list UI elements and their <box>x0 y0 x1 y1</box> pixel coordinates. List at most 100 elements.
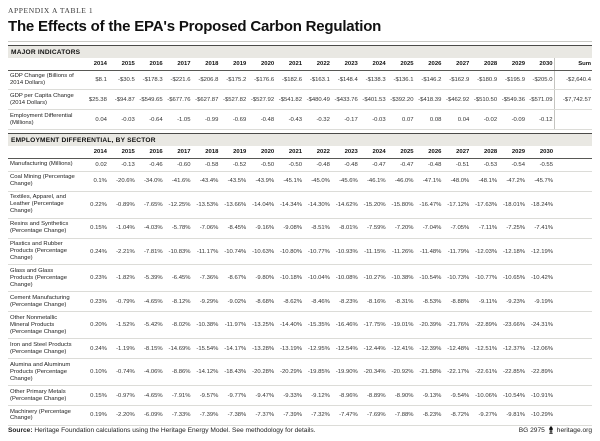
data-cell: -0.48 <box>414 158 443 172</box>
major-indicators-table: 2014 2015 2016 2017 2018 2019 2020 2021 2022 2023… <box>8 57 592 131</box>
data-cell: -45.6% <box>330 171 359 192</box>
data-cell: -8.96% <box>330 385 359 406</box>
year-header: 2015 <box>107 145 136 159</box>
data-cell: -9.19% <box>526 291 554 313</box>
data-cell: -$677.76 <box>163 89 192 111</box>
data-cell: -0.55 <box>526 158 554 172</box>
data-cell: -9.77% <box>219 385 248 406</box>
data-cell: -8.23% <box>330 291 359 313</box>
data-cell: -14.12% <box>191 358 220 387</box>
sum-cell <box>554 405 592 426</box>
year-header: 2026 <box>414 57 443 71</box>
row-label: Coal Mining (Percentage Change) <box>8 171 80 192</box>
data-cell: -9.57% <box>191 385 220 406</box>
data-cell: -9.23% <box>498 291 526 313</box>
data-cell: -0.89% <box>107 191 136 219</box>
data-cell: -0.51 <box>442 158 471 172</box>
data-cell: -0.03 <box>358 109 387 131</box>
data-cell: -12.95% <box>303 338 331 360</box>
table-row: Employment Differential (Millions) 0.04 -0… <box>8 109 592 131</box>
data-cell: -8.68% <box>247 291 276 313</box>
data-cell: -34.0% <box>135 171 164 192</box>
data-cell: 0.07 <box>386 109 415 131</box>
data-cell: -12.18% <box>498 238 526 266</box>
data-cell: -1.04% <box>107 218 136 239</box>
data-cell: -$433.76 <box>330 89 359 111</box>
data-cell: -7.81% <box>135 238 164 266</box>
data-cell: -8.86% <box>163 358 192 387</box>
footer-right: BG 2975 heritage.org <box>519 426 592 434</box>
year-header: 2028 <box>470 57 499 71</box>
data-cell: -0.47 <box>386 158 415 172</box>
data-cell: -$418.39 <box>414 89 443 111</box>
data-cell: -11.97% <box>219 311 248 340</box>
data-cell: -$392.20 <box>386 89 415 111</box>
year-header: 2027 <box>442 57 471 71</box>
data-cell: -0.13 <box>107 158 136 172</box>
table-row: Cement Manufacturing (Percentage Change)… <box>8 291 592 313</box>
sum-cell <box>554 385 592 406</box>
data-cell: -24.31% <box>526 311 554 340</box>
data-cell: -0.48 <box>247 109 276 131</box>
data-cell: -10.29% <box>526 405 554 426</box>
sum-cell <box>554 264 592 293</box>
data-cell: -8.88% <box>442 291 471 313</box>
data-cell: -12.25% <box>163 191 192 219</box>
site-link: heritage.org <box>556 426 592 434</box>
data-cell: -10.77% <box>470 264 499 293</box>
data-cell: -7.20% <box>386 218 415 239</box>
data-cell: -13.53% <box>191 191 220 219</box>
data-cell: -17.75% <box>358 311 387 340</box>
data-cell: -47.2% <box>498 171 526 192</box>
data-cell: -8.23% <box>414 405 443 426</box>
row-label: Iron and Steel Products (Percentage Chan… <box>8 338 80 360</box>
data-cell: -5.39% <box>135 264 164 293</box>
sum-cell <box>554 311 592 340</box>
table-row: Other Nonmetallic Mineral Products (Perc… <box>8 311 592 340</box>
table-row: Other Primary Metals (Percentage Change)… <box>8 385 592 406</box>
title-divider <box>8 41 592 42</box>
data-cell: 0.23% <box>80 291 108 313</box>
employment-sector-section: EMPLOYMENT DIFFERENTIAL, BY SECTOR 2014 2… <box>8 133 592 426</box>
data-cell: -0.54 <box>498 158 526 172</box>
data-cell: -4.03% <box>135 218 164 239</box>
data-cell: -19.90% <box>330 358 359 387</box>
data-cell: -18.43% <box>219 358 248 387</box>
data-cell: -0.52 <box>219 158 248 172</box>
data-cell: -1.52% <box>107 311 136 340</box>
data-cell: 0.19% <box>80 405 108 426</box>
table-row: Resins and Synthetics (Percentage Change… <box>8 218 592 239</box>
year-header: 2020 <box>247 145 276 159</box>
data-cell: -9.08% <box>275 218 303 239</box>
data-cell: -22.85% <box>498 358 526 387</box>
data-cell: -0.17 <box>330 109 359 131</box>
data-cell: -10.93% <box>330 238 359 266</box>
data-cell: -2.21% <box>107 238 136 266</box>
data-cell: -$571.09 <box>526 89 554 111</box>
data-cell: -$527.82 <box>219 89 248 111</box>
data-cell: -$180.9 <box>470 70 499 91</box>
row-label: Plastics and Rubber Products (Percentage… <box>8 238 80 266</box>
data-cell: -20.39% <box>414 311 443 340</box>
data-cell: -8.53% <box>414 291 443 313</box>
data-cell: 0.15% <box>80 218 108 239</box>
year-header: 2018 <box>191 57 220 71</box>
data-cell: -10.42% <box>526 264 554 293</box>
data-cell: -41.6% <box>163 171 192 192</box>
year-header: 2025 <box>386 57 415 71</box>
data-cell: 0.1% <box>80 171 108 192</box>
data-cell: -8.46% <box>303 291 331 313</box>
data-cell: -7.36% <box>191 264 220 293</box>
sum-cell <box>554 358 592 387</box>
data-cell: -9.29% <box>191 291 220 313</box>
data-cell: -$195.9 <box>498 70 526 91</box>
year-header: 2020 <box>247 57 276 71</box>
data-cell: 0.04 <box>80 109 108 131</box>
year-header: 2029 <box>498 57 526 71</box>
data-cell: -45.0% <box>303 171 331 192</box>
data-cell: -12.03% <box>470 238 499 266</box>
data-cell: -7.69% <box>358 405 387 426</box>
sum-header <box>554 145 592 159</box>
data-cell: -15.35% <box>303 311 331 340</box>
sum-cell <box>554 158 592 172</box>
